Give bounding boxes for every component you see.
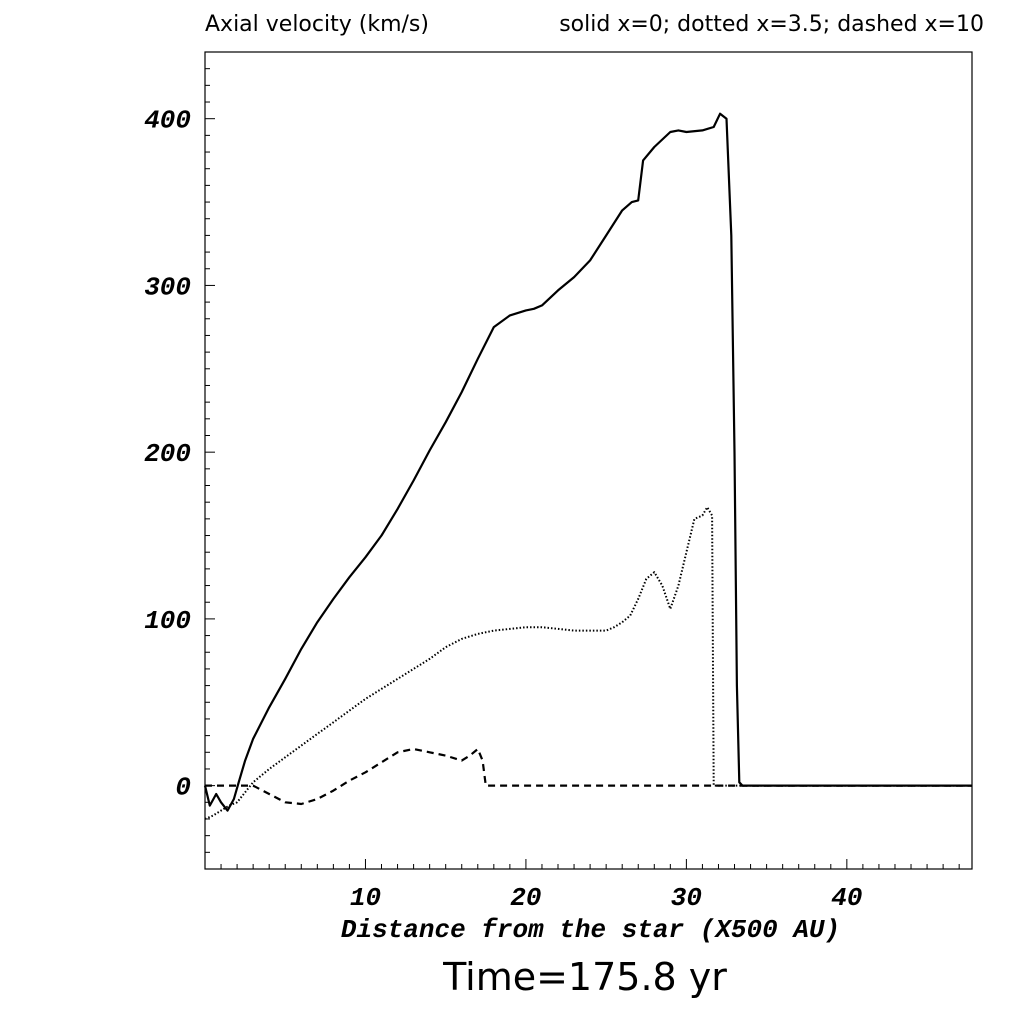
plot-frame (204, 51, 973, 870)
time-caption: Time=175.8 yr (443, 955, 727, 999)
legend-text: solid x=0; dotted x=3.5; dashed x=10 (559, 12, 984, 37)
y-tick-label: 0 (175, 773, 191, 803)
series-line-dashed (205, 747, 972, 806)
x-tick-label: 30 (671, 883, 702, 913)
x-tick-label: 40 (831, 883, 862, 913)
series-line-solid (203, 112, 972, 812)
x-tick-label: 10 (350, 883, 381, 913)
chart-title: Axial velocity (km/s) (205, 12, 429, 37)
y-tick-label: 200 (144, 439, 191, 469)
y-tick-label: 400 (144, 106, 191, 136)
x-tick-label: 20 (510, 883, 541, 913)
x-axis-label: Distance from the star (X500 AU) (341, 915, 840, 945)
series-line-dotted (204, 506, 972, 820)
y-tick-label: 100 (144, 606, 191, 636)
y-tick-label: 300 (144, 272, 191, 302)
